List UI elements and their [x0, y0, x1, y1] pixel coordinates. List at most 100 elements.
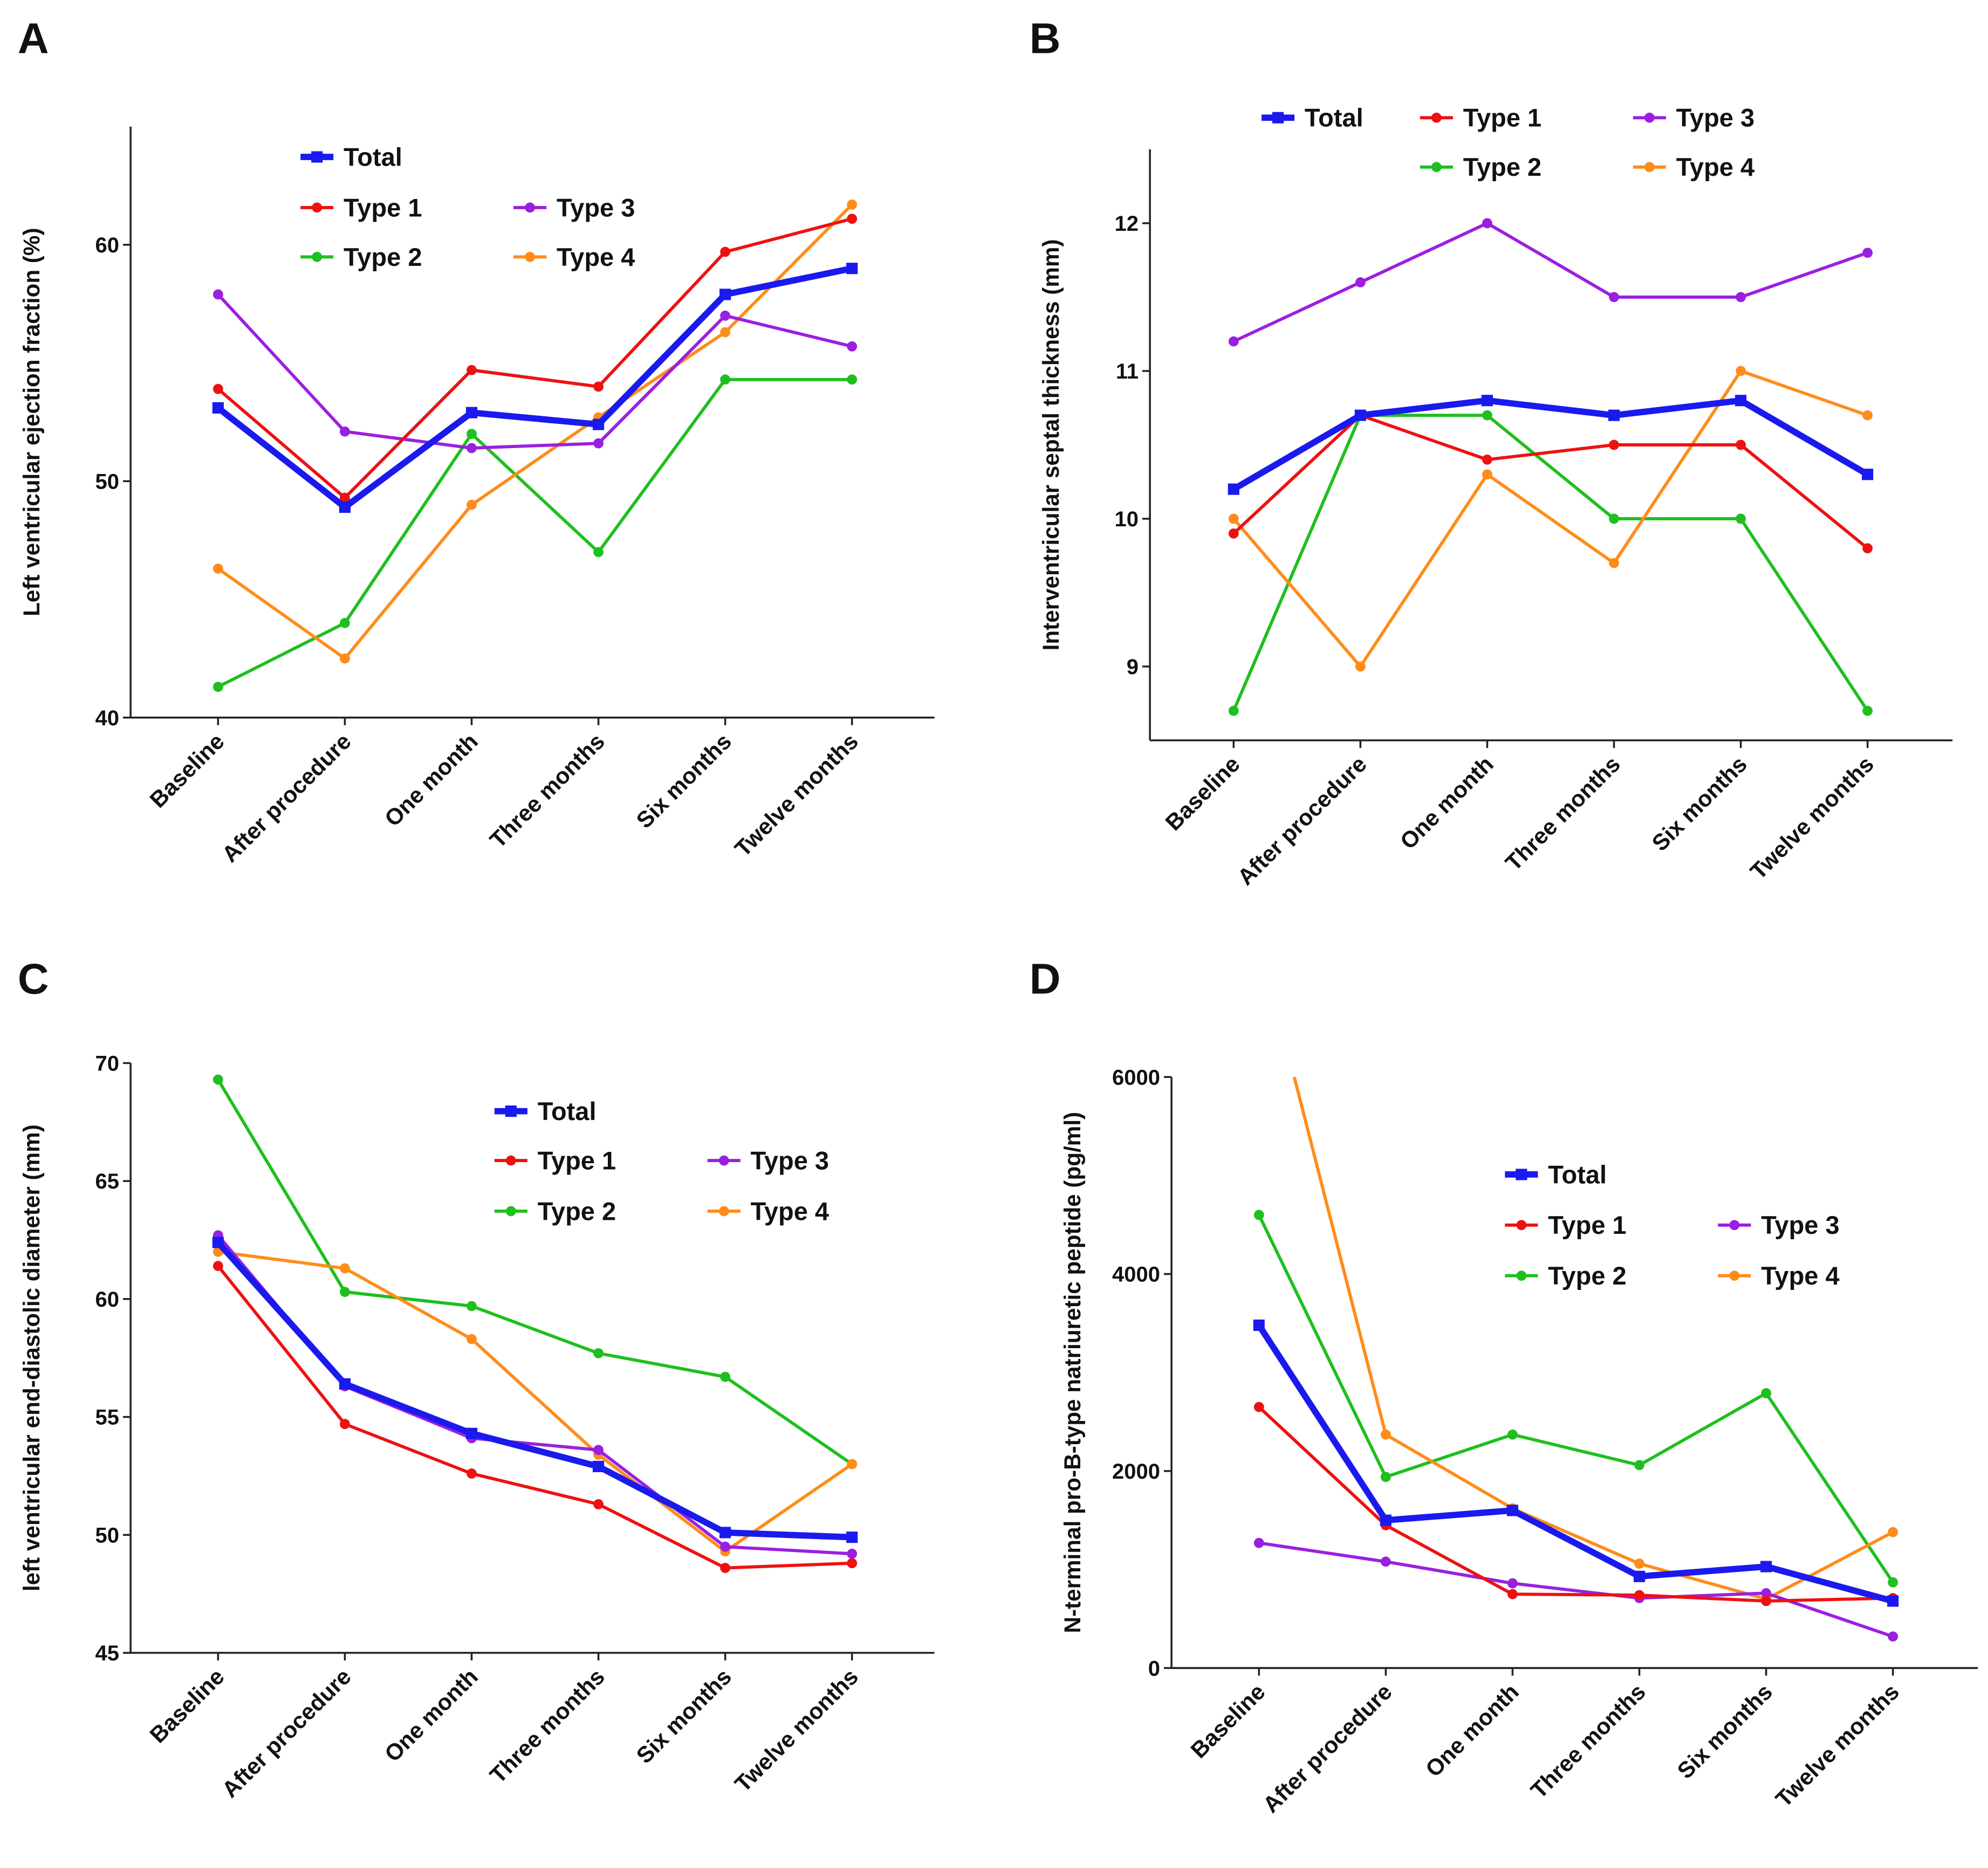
y-tick-label: 40 [95, 706, 119, 730]
marker [340, 1419, 350, 1430]
marker [1736, 513, 1746, 524]
series-line [215, 1240, 852, 1541]
marker [846, 1532, 858, 1543]
marker [1482, 454, 1492, 465]
marker [1228, 513, 1239, 524]
x-tick-label: Six months [632, 1664, 736, 1768]
y-tick-label: 12 [1115, 212, 1139, 236]
y-tick-label: 50 [95, 470, 119, 493]
legend-label: Type 3 [1676, 104, 1754, 132]
y-tick-label: 11 [1116, 360, 1139, 383]
legend-label: Type 1 [1548, 1211, 1626, 1239]
marker [593, 1348, 604, 1358]
legend-marker [311, 151, 323, 163]
series-line [1233, 221, 1868, 343]
series-line [217, 293, 853, 450]
marker [847, 341, 858, 352]
y-axis-label: left ventricular end-diastolic diameter … [19, 1124, 44, 1591]
marker [1736, 366, 1746, 376]
series-line [216, 265, 853, 511]
marker [1862, 469, 1874, 480]
marker [340, 426, 350, 437]
y-tick-label: 60 [95, 234, 119, 257]
x-tick-label: After procedure [1232, 751, 1372, 890]
y-tick-label: 70 [95, 1052, 119, 1075]
marker [1254, 934, 1264, 944]
marker [846, 263, 858, 274]
marker [212, 1261, 223, 1271]
x-tick-label: One month [1395, 751, 1498, 854]
series-line [1232, 414, 1869, 550]
panel-letter: D [1030, 954, 1061, 1002]
legend-marker [525, 252, 536, 262]
series-line [217, 377, 852, 689]
marker [593, 381, 604, 392]
legend-marker [1644, 162, 1655, 173]
plot-area [1228, 218, 1874, 716]
y-tick-label: 2000 [1112, 1460, 1160, 1484]
legend-label: Type 1 [344, 193, 422, 222]
y-tick-label: 60 [95, 1288, 119, 1311]
x-tick-label: Baseline [145, 729, 229, 813]
panel-letter: C [18, 954, 49, 1002]
marker [847, 1548, 858, 1559]
x-tick-label: Twelve months [730, 1664, 863, 1797]
series-line [1257, 1214, 1895, 1583]
marker [212, 564, 223, 574]
panel: B Interventricular septal thickness (mm) 9… [1030, 15, 1953, 890]
series-line [217, 1265, 852, 1570]
x-tick-label: After procedure [217, 729, 356, 867]
y-tick-label: 6000 [1112, 1066, 1160, 1089]
marker [1253, 1402, 1264, 1412]
marker [1380, 1429, 1391, 1440]
marker [1609, 439, 1619, 450]
legend-marker [505, 1206, 516, 1217]
marker [1634, 1558, 1644, 1569]
y-axis-label: N-terminal pro-B-type natriuretic peptid… [1060, 1112, 1085, 1633]
x-tick-label: One month [1421, 1679, 1524, 1782]
marker [593, 1499, 604, 1509]
legend-marker [1272, 112, 1284, 123]
legend-marker [312, 252, 323, 262]
marker [340, 1263, 350, 1274]
marker [1634, 1590, 1644, 1601]
marker [212, 682, 223, 692]
x-tick-label: Twelve months [1745, 751, 1879, 884]
x-tick-label: One month [380, 729, 483, 832]
x-tick-label: One month [380, 1664, 483, 1767]
panel-letter: A [18, 15, 49, 63]
marker [467, 365, 477, 375]
marker [212, 1237, 224, 1248]
marker [1482, 218, 1492, 229]
legend-marker [1729, 1270, 1740, 1281]
x-tick-label: Six months [1647, 751, 1752, 856]
y-axis-label: Interventricular septal thickness (mm) [1038, 239, 1064, 651]
legend-marker [1516, 1220, 1527, 1231]
legend-marker [505, 1155, 516, 1166]
legend-label: Type 1 [1463, 104, 1541, 132]
x-tick-label: Three months [1500, 751, 1625, 876]
marker [1253, 1210, 1264, 1220]
x-tick-label: Baseline [1160, 751, 1244, 835]
marker [339, 1378, 351, 1390]
marker [1609, 292, 1619, 303]
marker [1507, 1589, 1518, 1599]
marker [1862, 705, 1873, 716]
x-tick-label: Twelve months [1771, 1679, 1904, 1812]
marker [467, 443, 477, 454]
marker [467, 1468, 477, 1479]
marker [1380, 1472, 1391, 1482]
marker [1761, 1388, 1772, 1398]
marker [1253, 1537, 1264, 1548]
x-tick-label: Three months [1526, 1679, 1650, 1803]
y-tick-label: 10 [1115, 507, 1139, 531]
series-line [217, 1250, 853, 1553]
series-line [1292, 1077, 1894, 1601]
legend-label: Type 3 [751, 1146, 829, 1175]
marker [1507, 1578, 1518, 1589]
legend-label: Total [538, 1097, 597, 1125]
marker [340, 1287, 350, 1297]
marker [720, 374, 731, 385]
